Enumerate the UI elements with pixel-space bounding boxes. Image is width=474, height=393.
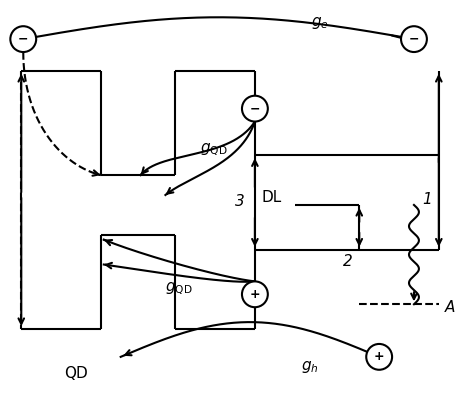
Text: $g_e$: $g_e$ bbox=[310, 15, 328, 31]
Text: −: − bbox=[409, 33, 419, 46]
Text: QD: QD bbox=[64, 366, 88, 381]
Circle shape bbox=[366, 344, 392, 370]
Text: $g_h$: $g_h$ bbox=[301, 359, 319, 375]
Circle shape bbox=[10, 26, 36, 52]
Text: +: + bbox=[250, 288, 260, 301]
Text: $g_{\rm QD}$: $g_{\rm QD}$ bbox=[200, 142, 228, 158]
Circle shape bbox=[401, 26, 427, 52]
Circle shape bbox=[242, 281, 268, 307]
Text: $g_{\rm QD}$: $g_{\rm QD}$ bbox=[165, 281, 193, 298]
Text: 2: 2 bbox=[343, 254, 352, 269]
Circle shape bbox=[242, 96, 268, 121]
Text: −: − bbox=[250, 102, 260, 115]
Text: 1: 1 bbox=[422, 193, 432, 208]
Text: −: − bbox=[18, 33, 28, 46]
Text: DL: DL bbox=[262, 191, 282, 206]
Text: +: + bbox=[374, 350, 384, 364]
Text: $A$: $A$ bbox=[444, 299, 456, 315]
Text: 3: 3 bbox=[235, 195, 245, 209]
